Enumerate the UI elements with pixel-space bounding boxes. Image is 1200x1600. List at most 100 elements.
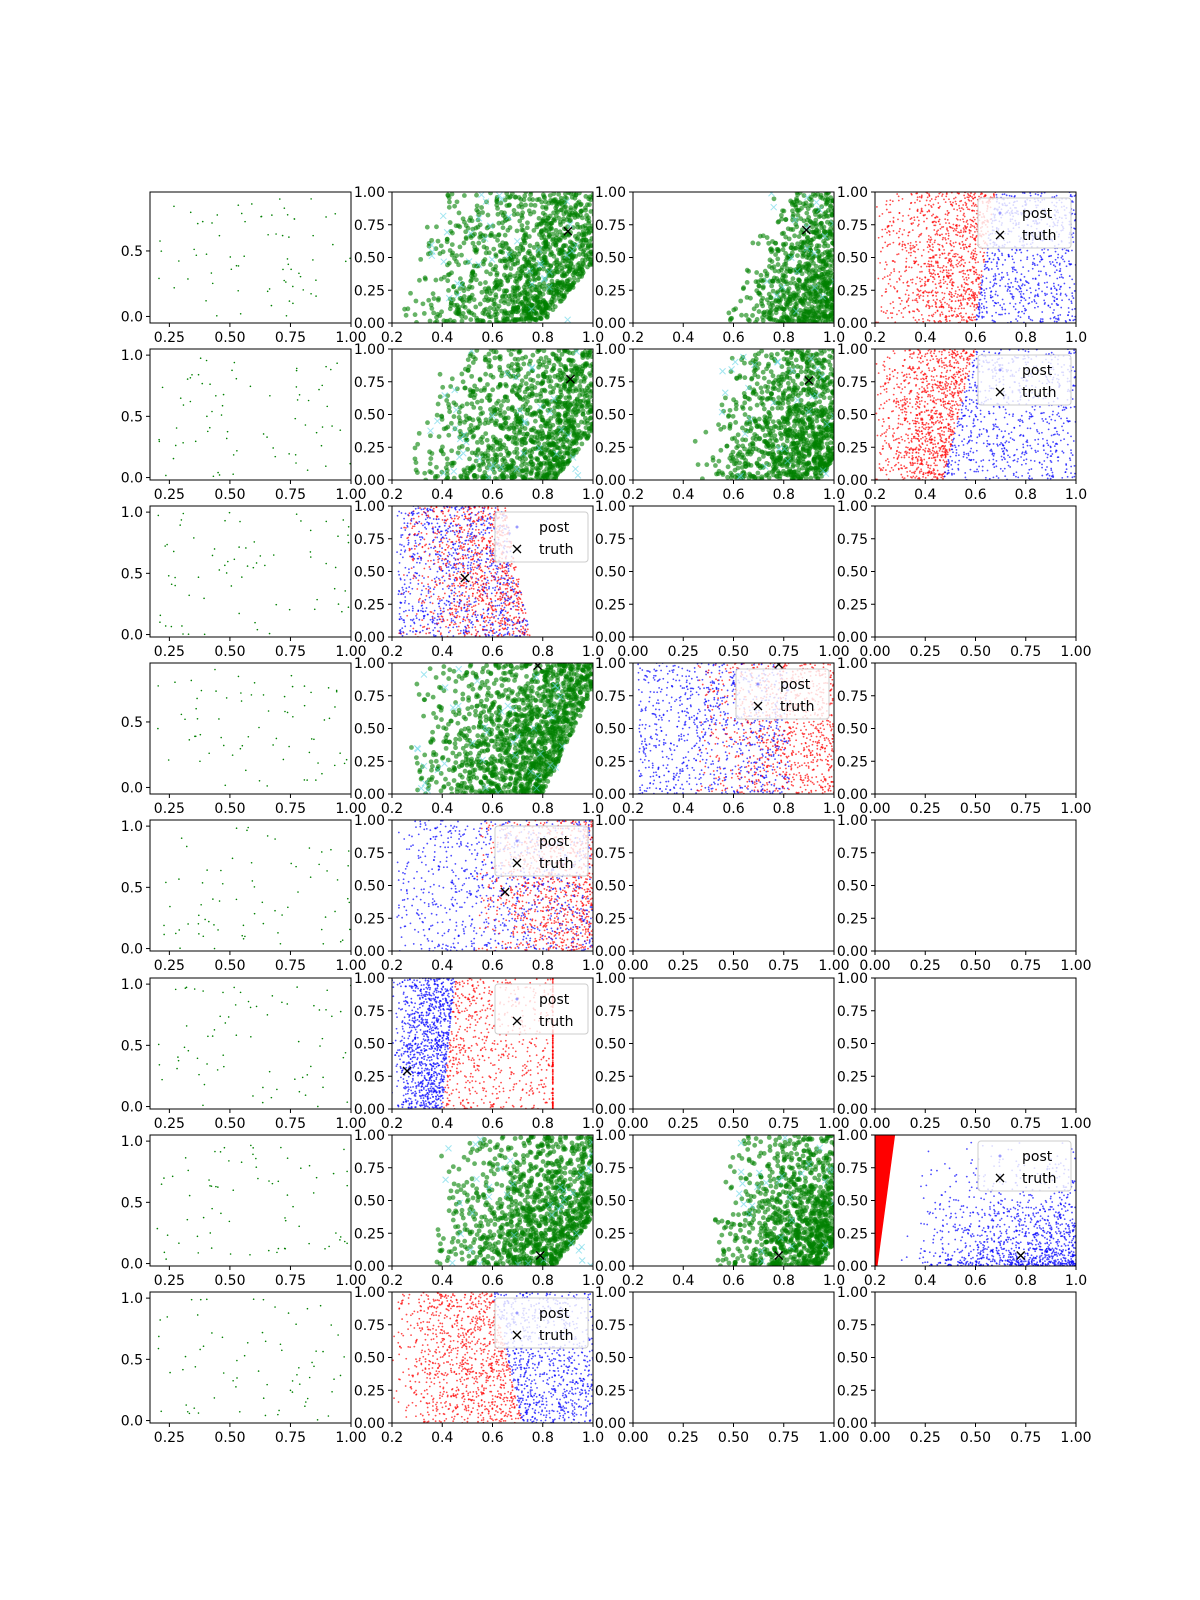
point (949, 243, 951, 245)
point (875, 192, 880, 197)
point (945, 233, 947, 235)
point (925, 306, 927, 308)
point (967, 251, 969, 253)
point (806, 206, 811, 211)
point (981, 316, 983, 318)
point (874, 198, 879, 203)
point (187, 378, 189, 380)
point (973, 216, 975, 218)
point (841, 245, 846, 250)
point (937, 262, 939, 264)
point (640, 199, 645, 204)
point (544, 206, 549, 211)
point (1015, 288, 1017, 290)
point (835, 311, 840, 316)
point (937, 265, 939, 267)
point (950, 279, 952, 281)
point (331, 425, 333, 427)
point (295, 454, 297, 456)
point (216, 315, 218, 317)
point (948, 252, 950, 254)
point (842, 203, 847, 208)
point (1064, 261, 1066, 263)
point (522, 285, 527, 290)
scatter-points (158, 198, 351, 317)
point (924, 276, 926, 278)
point (1047, 249, 1049, 251)
point (521, 236, 526, 241)
point (582, 248, 587, 253)
point (1010, 282, 1012, 284)
point (489, 256, 495, 262)
point (950, 264, 952, 266)
point (866, 243, 871, 248)
point (970, 226, 972, 228)
point (826, 208, 831, 213)
point (962, 204, 964, 206)
point (464, 298, 469, 303)
point (325, 216, 327, 218)
point (577, 268, 582, 273)
point (1019, 249, 1021, 251)
point (928, 209, 930, 211)
point (612, 209, 617, 214)
point (827, 249, 832, 254)
point (584, 238, 589, 243)
point (835, 305, 840, 310)
point (515, 258, 520, 263)
point (933, 299, 935, 301)
point (934, 301, 936, 303)
point (837, 211, 842, 216)
point (645, 196, 650, 201)
point (970, 236, 972, 238)
point (1001, 253, 1003, 255)
point (1036, 302, 1038, 304)
point (627, 204, 632, 209)
point (919, 271, 921, 273)
point (439, 243, 444, 248)
point (977, 261, 979, 263)
point (919, 297, 921, 299)
point (952, 249, 954, 251)
point (910, 193, 912, 195)
point (953, 295, 955, 297)
point (841, 299, 846, 304)
point (892, 312, 894, 314)
point (953, 314, 955, 316)
point (859, 242, 864, 247)
point (641, 204, 646, 209)
point (943, 198, 945, 200)
point (925, 204, 927, 206)
point (869, 238, 874, 243)
point (965, 291, 967, 293)
point (851, 241, 856, 246)
point (866, 245, 871, 250)
point (296, 370, 298, 372)
point (924, 290, 926, 292)
point (970, 305, 972, 307)
point (869, 203, 874, 208)
point (758, 234, 763, 239)
point (947, 219, 949, 221)
point (938, 207, 940, 209)
point (911, 267, 913, 269)
point (226, 438, 228, 440)
point (1056, 304, 1058, 306)
point (954, 311, 956, 313)
point (935, 261, 937, 263)
point (865, 301, 871, 307)
point (515, 286, 520, 291)
point (881, 205, 886, 210)
point (851, 271, 856, 276)
point (918, 310, 920, 312)
point (856, 268, 861, 273)
point (889, 221, 891, 223)
point (837, 302, 842, 307)
point (336, 362, 338, 364)
point (868, 233, 873, 238)
point (795, 241, 800, 246)
point (492, 307, 497, 312)
point (543, 244, 548, 249)
point (942, 271, 944, 273)
point (953, 246, 955, 248)
